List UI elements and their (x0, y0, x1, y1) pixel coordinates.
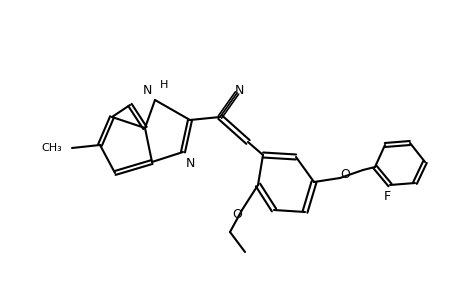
Text: H: H (160, 80, 168, 90)
Text: N: N (185, 157, 195, 170)
Text: CH₃: CH₃ (41, 143, 62, 153)
Text: N: N (234, 83, 243, 97)
Text: O: O (339, 169, 349, 182)
Text: F: F (383, 190, 390, 203)
Text: N: N (142, 84, 151, 97)
Text: O: O (231, 208, 241, 221)
